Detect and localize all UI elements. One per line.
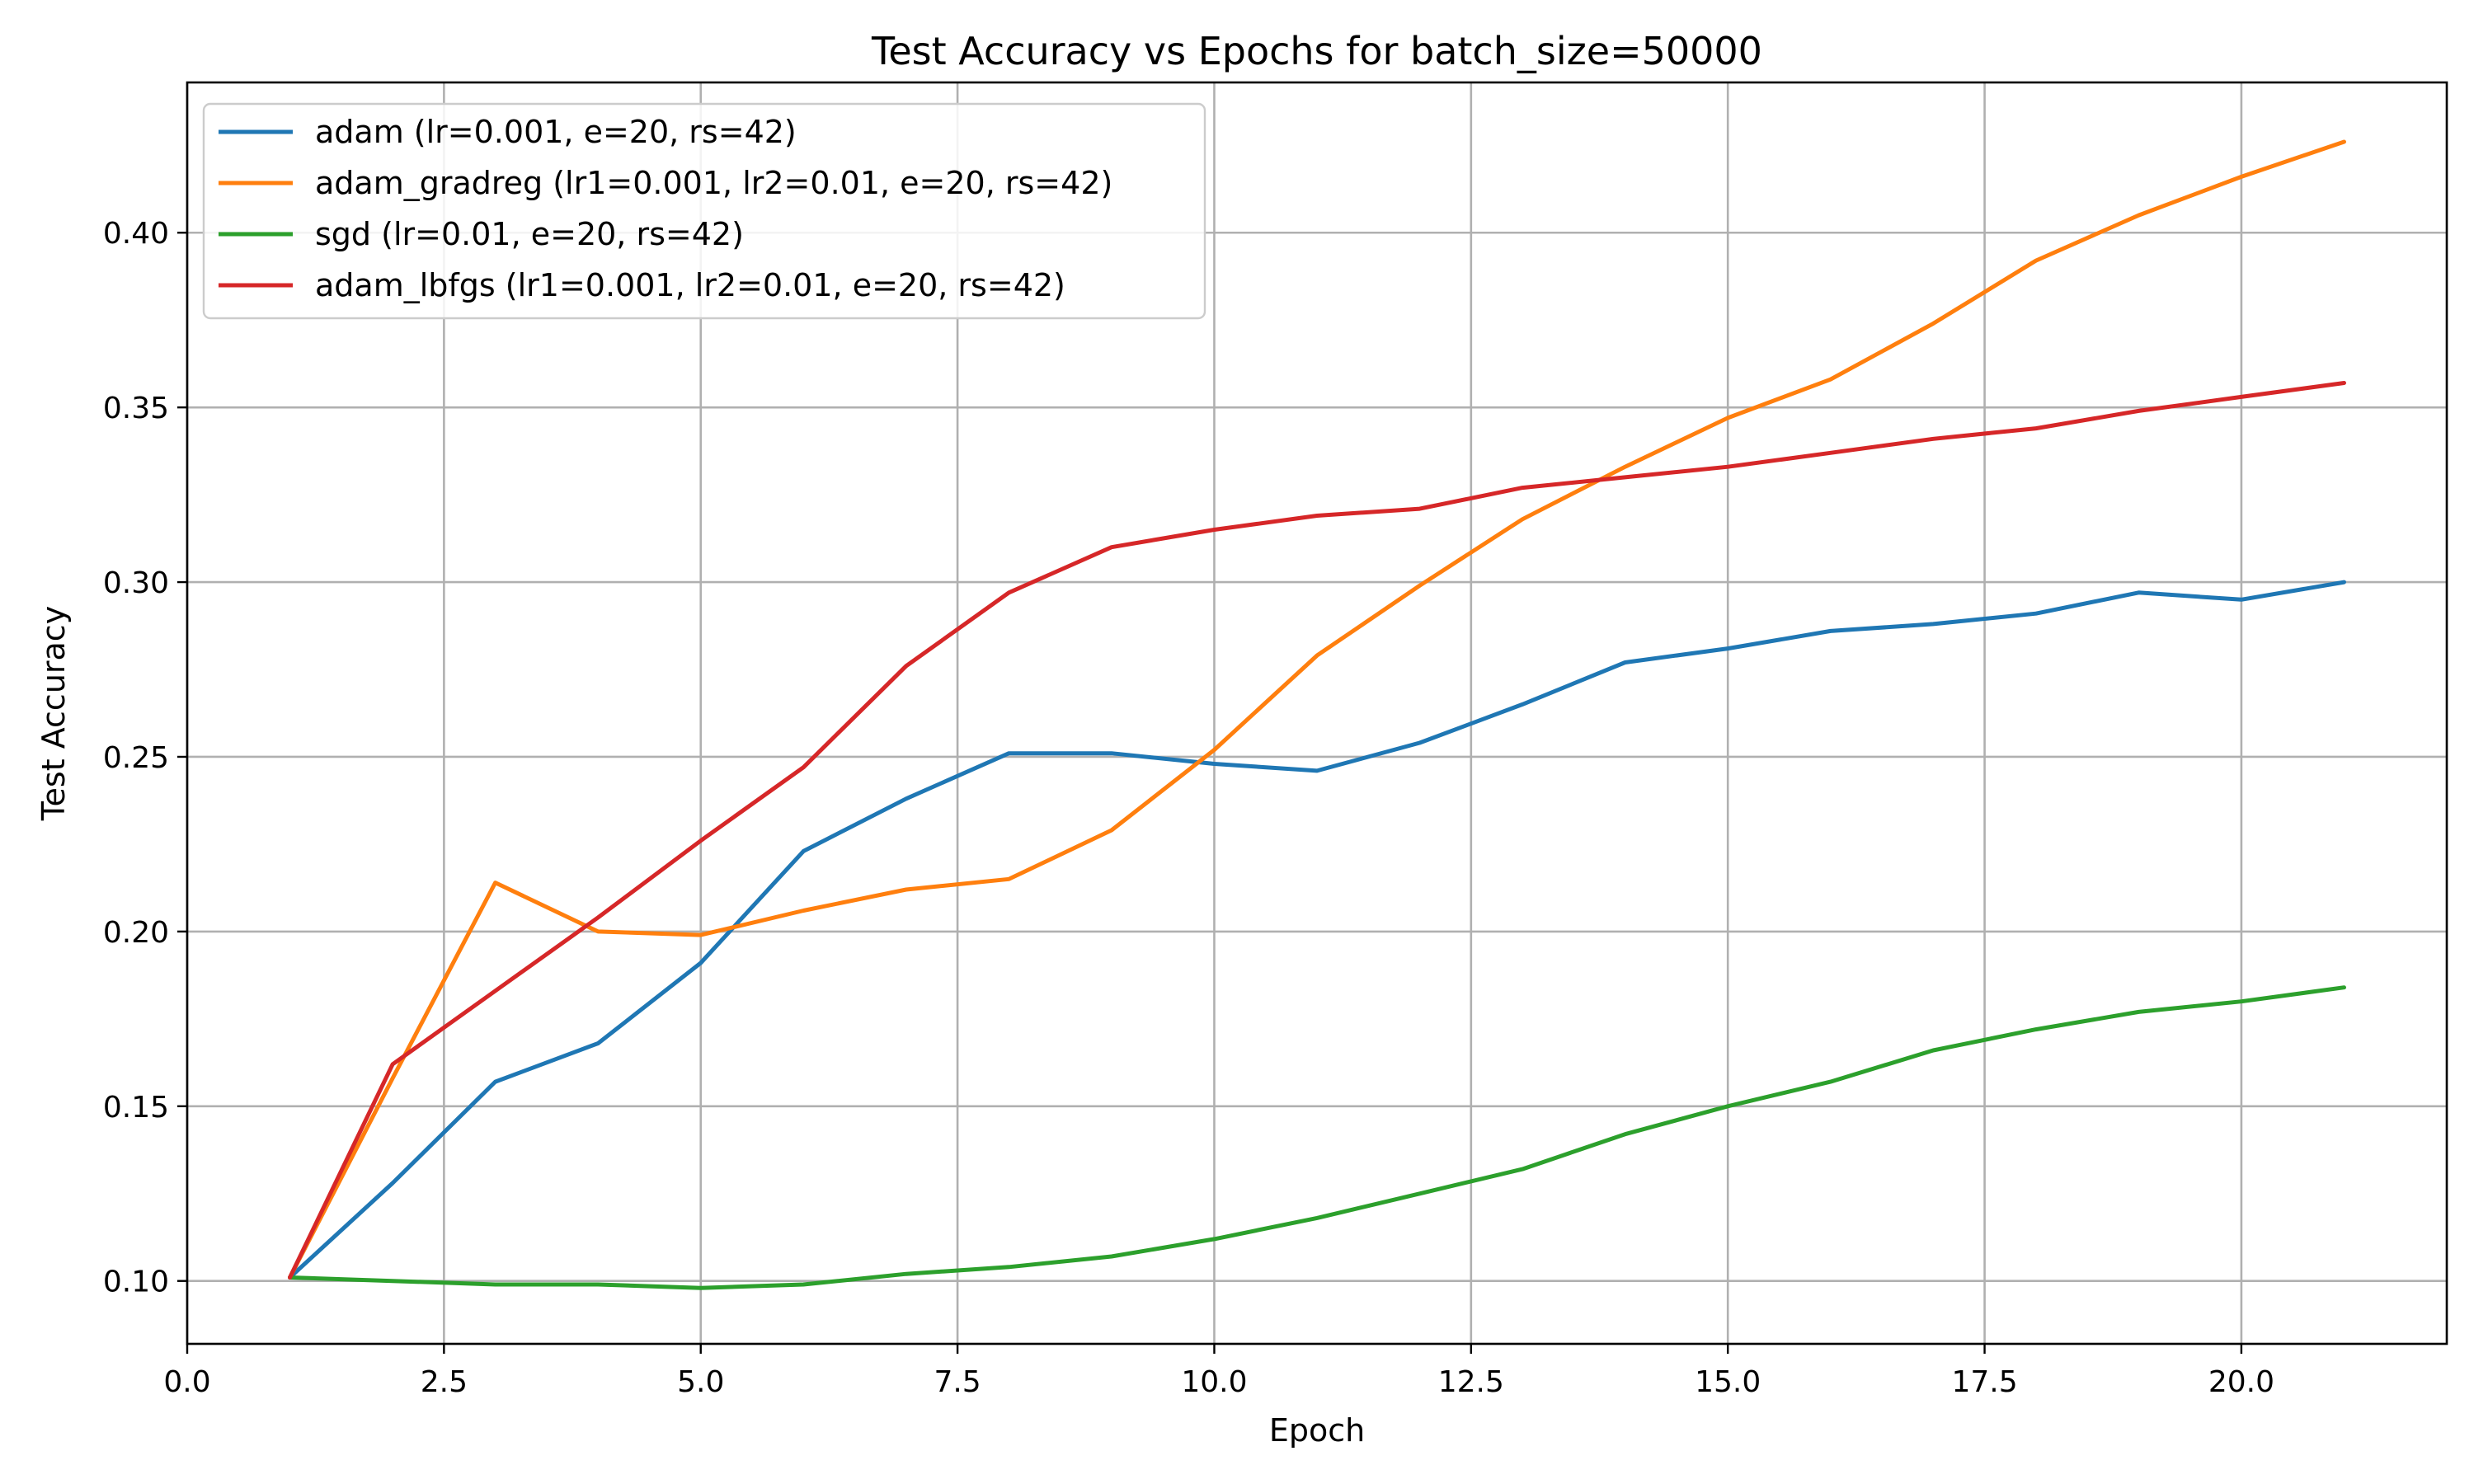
series-line [288,580,2346,1280]
x-tick-label: 2.5 [421,1365,468,1399]
legend: adam (lr=0.001, e=20, rs=42) adam_gradreg… [202,102,1206,320]
x-tick-label: 7.5 [934,1365,981,1399]
legend-label: sgd (lr=0.01, e=20, rs=42) [315,216,744,252]
x-tick-label: 10.0 [1181,1365,1247,1399]
y-axis-ticks: 0.10 0.15 0.20 0.25 0.30 0.35 0.40 [103,217,187,1299]
x-tick-label: 12.5 [1438,1365,1504,1399]
y-tick-label: 0.40 [103,217,169,251]
y-tick-label: 0.15 [103,1091,169,1125]
x-axis-label: Epoch [1269,1412,1365,1449]
chart-title: Test Accuracy vs Epochs for batch_size=5… [871,29,1762,73]
x-tick-label: 20.0 [2208,1365,2274,1399]
y-tick-label: 0.35 [103,392,169,425]
y-tick-label: 0.10 [103,1266,169,1299]
grid [186,82,2447,1344]
legend-box [202,102,1206,320]
x-tick-label: 17.5 [1951,1365,2017,1399]
y-tick-label: 0.20 [103,916,169,950]
y-axis-label: Test Accuracy [35,606,72,821]
series-lines [288,139,2346,1290]
legend-label: adam_lbfgs (lr1=0.001, lr2=0.01, e=20, r… [315,267,1065,303]
series-line [288,381,2346,1280]
legend-label: adam (lr=0.001, e=20, rs=42) [315,114,797,150]
series-line [288,985,2346,1290]
y-tick-label: 0.25 [103,741,169,775]
legend-label: adam_gradreg (lr1=0.001, lr2=0.01, e=20,… [315,165,1112,201]
y-tick-label: 0.30 [103,566,169,600]
x-axis-ticks: 0.0 2.5 5.0 7.5 10.0 12.5 15.0 17.5 20.0 [163,1344,2274,1399]
x-tick-label: 5.0 [677,1365,724,1399]
x-tick-label: 15.0 [1695,1365,1761,1399]
x-tick-label: 0.0 [163,1365,210,1399]
series-line [288,139,2346,1280]
plot-frame [186,81,2448,1345]
